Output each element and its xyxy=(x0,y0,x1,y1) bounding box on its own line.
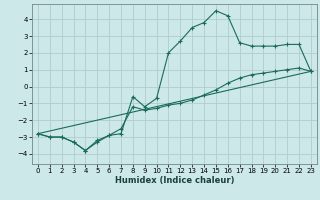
X-axis label: Humidex (Indice chaleur): Humidex (Indice chaleur) xyxy=(115,176,234,185)
